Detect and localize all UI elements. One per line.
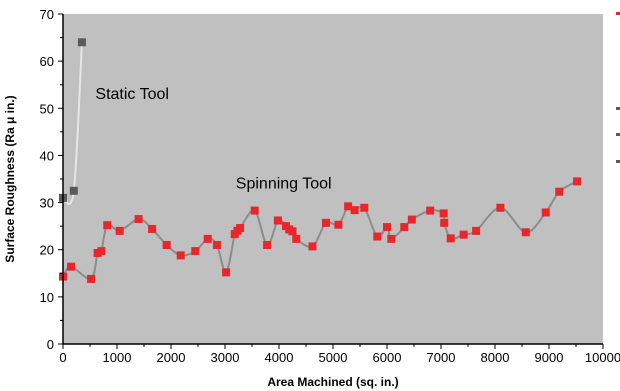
spinning-tool-point-37 bbox=[439, 209, 448, 218]
static-tool-point-1 bbox=[69, 186, 78, 195]
spinning-tool-point-39 bbox=[446, 234, 455, 243]
spinning-tool-point-40 bbox=[459, 230, 468, 239]
spinning-tool-point-34 bbox=[400, 223, 409, 232]
static-tool-curve bbox=[62, 42, 83, 206]
spinning-tool-point-17 bbox=[236, 224, 245, 233]
spinning-tool-point-4 bbox=[97, 247, 106, 256]
spinning-tool-point-18 bbox=[250, 206, 259, 215]
spinning-tool-point-23 bbox=[288, 227, 297, 236]
spinning-tool-point-29 bbox=[350, 206, 359, 215]
spinning-tool-point-6 bbox=[115, 226, 124, 235]
x-tick-label: 1000 bbox=[103, 350, 132, 365]
spinning-tool-point-44 bbox=[541, 208, 550, 217]
spinning-tool-point-32 bbox=[383, 223, 391, 232]
annotation-static-tool: Static Tool bbox=[95, 86, 169, 103]
x-tick-label: 5000 bbox=[319, 350, 348, 365]
x-tick-label: 7000 bbox=[427, 350, 456, 365]
spinning-tool-point-7 bbox=[134, 215, 143, 224]
x-tick-label: 3000 bbox=[211, 350, 240, 365]
x-tick-label: 0 bbox=[59, 350, 66, 365]
spinning-tool-point-42 bbox=[496, 203, 505, 212]
spinning-tool-point-9 bbox=[162, 241, 171, 249]
spinning-tool-point-27 bbox=[334, 220, 343, 229]
spinning-tool-point-35 bbox=[407, 215, 416, 224]
y-tick-labels: 0 10 20 30 40 50 60 70 bbox=[40, 7, 63, 352]
plot-area bbox=[63, 14, 603, 344]
y-tick-label: 40 bbox=[40, 148, 54, 163]
y-tick-label: 70 bbox=[40, 7, 54, 22]
x-tick-label: 4000 bbox=[265, 350, 294, 365]
spinning-tool-point-20 bbox=[273, 216, 282, 225]
spinning-tool-point-13 bbox=[212, 241, 221, 249]
spinning-tool-point-2 bbox=[87, 274, 96, 283]
y-tick-label: 0 bbox=[47, 337, 54, 352]
spinning-tool-point-14 bbox=[222, 268, 231, 277]
spinning-tool-point-11 bbox=[191, 247, 200, 256]
spinning-tool-point-26 bbox=[321, 218, 330, 227]
spinning-tool-point-24 bbox=[292, 234, 301, 243]
spinning-tool-point-43 bbox=[521, 228, 530, 237]
spinning-tool-point-31 bbox=[373, 232, 382, 241]
y-axis-title: Surface Roughness (Ra μ in.) bbox=[3, 95, 17, 262]
static-tool-point-2 bbox=[77, 38, 86, 47]
spinning-tool-point-1 bbox=[67, 262, 76, 271]
x-tick-label: 8000 bbox=[481, 350, 510, 365]
spinning-tool-point-33 bbox=[387, 234, 396, 243]
x-tick-label: 6000 bbox=[373, 350, 402, 365]
spinning-tool-point-41 bbox=[472, 226, 481, 235]
spinning-tool-point-36 bbox=[426, 206, 435, 215]
spinning-tool-point-8 bbox=[148, 224, 157, 233]
x-tick-label: 10000 bbox=[585, 350, 620, 365]
x-tick-label: 2000 bbox=[157, 350, 186, 365]
static-tool-line bbox=[62, 42, 83, 206]
x-tick-labels: 0 1000 2000 3000 4000 5000 6000 7000 8000 9000 100… bbox=[59, 344, 620, 365]
x-tick-label: 9000 bbox=[535, 350, 564, 365]
annotation-spinning-tool: Spinning Tool bbox=[236, 175, 332, 192]
y-tick-label: 30 bbox=[40, 196, 54, 211]
spinning-tool-point-10 bbox=[176, 251, 185, 260]
spinning-tool-point-12 bbox=[203, 234, 212, 243]
y-tick-label: 60 bbox=[40, 54, 54, 69]
x-axis-title: Area Machined (sq. in.) bbox=[267, 375, 398, 389]
spinning-tool-point-45 bbox=[555, 187, 564, 196]
spinning-tool-point-30 bbox=[360, 203, 369, 212]
spinning-tool-point-28 bbox=[344, 202, 353, 211]
y-tick-label: 50 bbox=[40, 101, 54, 116]
spinning-tool-points bbox=[59, 177, 582, 283]
spinning-tool-point-5 bbox=[103, 221, 112, 230]
y-tick-label: 20 bbox=[40, 243, 54, 258]
edge-marks bbox=[616, 12, 620, 163]
spinning-tool-point-46 bbox=[573, 177, 582, 186]
y-tick-label: 10 bbox=[40, 290, 54, 305]
spinning-tool-point-25 bbox=[308, 242, 317, 251]
spinning-tool-point-19 bbox=[263, 241, 272, 249]
spinning-tool-point-38 bbox=[440, 218, 449, 227]
